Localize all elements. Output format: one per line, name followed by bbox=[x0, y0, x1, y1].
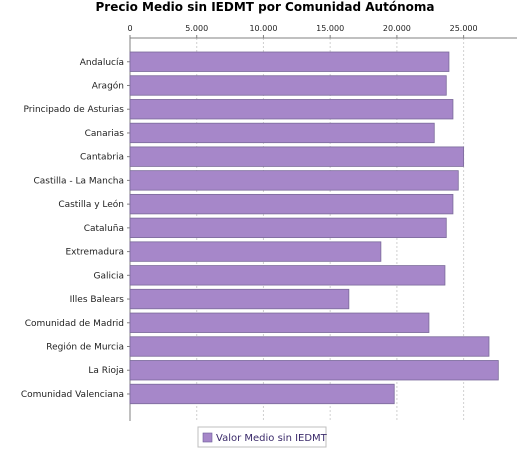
category-label: Castilla y León bbox=[58, 199, 124, 210]
category-label: Comunidad Valenciana bbox=[21, 390, 124, 400]
x-tick-labels: 0 5.000 10.000 15.000 20.000 25.000 bbox=[127, 24, 478, 38]
category-label: Extremadura bbox=[66, 248, 125, 258]
bar[interactable] bbox=[129, 170, 459, 191]
category-label: Principado de Asturias bbox=[23, 105, 124, 115]
bar[interactable] bbox=[129, 336, 490, 357]
category-label: Canarias bbox=[85, 129, 125, 139]
category-label: Illes Balears bbox=[70, 295, 125, 305]
category-labels: Andalucía Aragón Principado de Asturias Can… bbox=[21, 58, 130, 400]
category-label: Castilla - La Mancha bbox=[33, 176, 124, 186]
x-tick-label: 15.000 bbox=[316, 24, 344, 33]
bar[interactable] bbox=[129, 241, 382, 262]
bars bbox=[129, 51, 499, 405]
legend-box bbox=[197, 426, 327, 448]
bar[interactable] bbox=[129, 288, 350, 310]
category-label: Andalucía bbox=[80, 58, 124, 68]
category-label: Cantabria bbox=[80, 153, 124, 163]
bar[interactable] bbox=[129, 193, 454, 215]
bar[interactable] bbox=[129, 146, 465, 167]
x-tick-label: 25.000 bbox=[450, 24, 478, 33]
bar[interactable] bbox=[129, 122, 435, 144]
bar[interactable] bbox=[129, 383, 395, 405]
category-label: Cataluña bbox=[84, 224, 124, 234]
x-tick-label: 10.000 bbox=[249, 24, 277, 33]
category-label: Galicia bbox=[94, 271, 124, 281]
chart-title: Precio Medio sin IEDMT por Comunidad Aut… bbox=[96, 0, 435, 14]
bar[interactable] bbox=[129, 265, 446, 286]
bar[interactable] bbox=[129, 75, 447, 96]
legend[interactable]: Valor Medio sin IEDMT bbox=[197, 426, 328, 448]
x-tick-label: 5.000 bbox=[185, 24, 208, 33]
bar[interactable] bbox=[129, 99, 454, 120]
bar[interactable] bbox=[129, 217, 447, 239]
x-tick-label: 0 bbox=[127, 24, 132, 33]
legend-label: Valor Medio sin IEDMT bbox=[216, 433, 328, 444]
category-label: Comunidad de Madrid bbox=[25, 319, 124, 329]
category-label: Región de Murcia bbox=[46, 342, 124, 353]
category-label: La Rioja bbox=[88, 366, 124, 376]
category-label: Aragón bbox=[92, 80, 124, 91]
bar[interactable] bbox=[129, 360, 499, 381]
x-tick-label: 20.000 bbox=[383, 24, 411, 33]
legend-swatch bbox=[202, 432, 213, 443]
bar[interactable] bbox=[129, 51, 450, 72]
bar[interactable] bbox=[129, 312, 430, 333]
